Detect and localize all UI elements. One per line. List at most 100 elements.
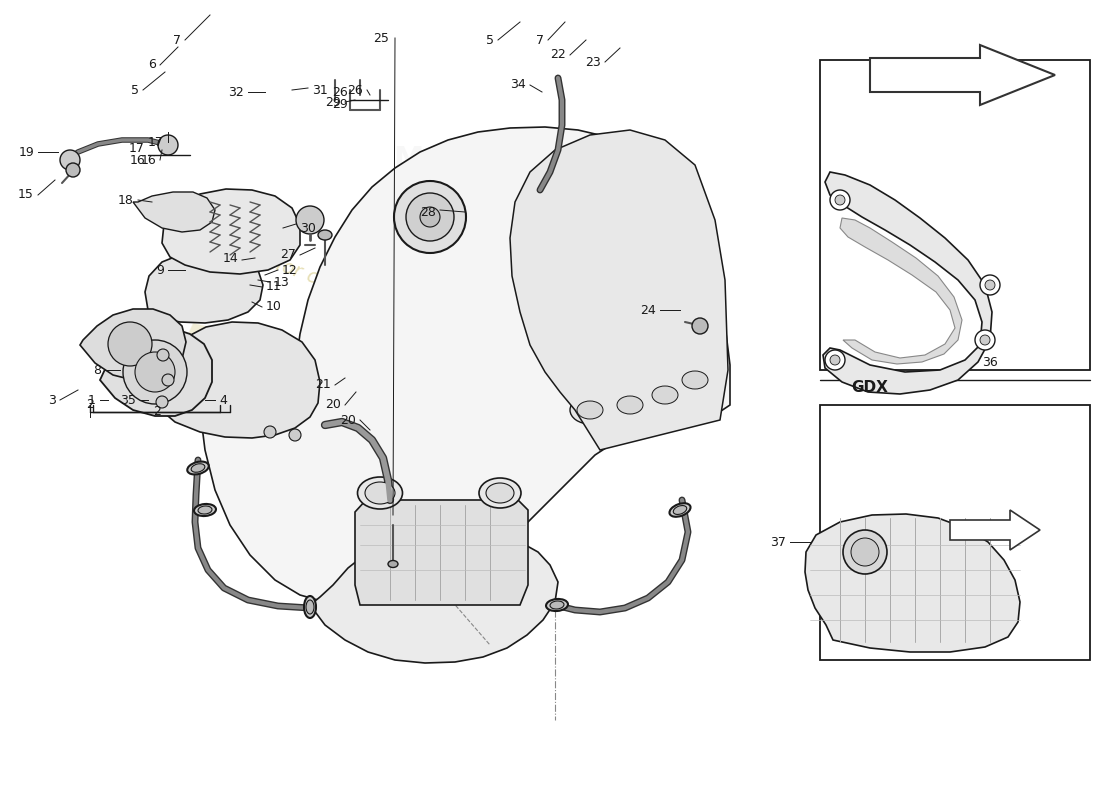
Polygon shape	[950, 510, 1040, 550]
Bar	[820, 60, 1090, 370]
Polygon shape	[870, 45, 1055, 105]
Text: 18: 18	[118, 194, 134, 206]
Polygon shape	[145, 251, 263, 323]
Ellipse shape	[191, 464, 205, 472]
Ellipse shape	[478, 478, 521, 508]
Text: 16: 16	[130, 154, 145, 166]
Text: 7: 7	[536, 34, 544, 46]
Text: 30: 30	[300, 222, 316, 234]
Ellipse shape	[617, 396, 643, 414]
Ellipse shape	[675, 366, 715, 394]
Text: 13: 13	[274, 275, 289, 289]
Text: 3: 3	[48, 394, 56, 406]
Text: 17: 17	[148, 135, 164, 149]
Text: 32: 32	[229, 86, 244, 98]
Ellipse shape	[365, 482, 395, 504]
Polygon shape	[805, 514, 1020, 652]
Ellipse shape	[486, 483, 514, 503]
Circle shape	[289, 429, 301, 441]
Circle shape	[162, 374, 174, 386]
Text: 17: 17	[129, 142, 145, 154]
Text: GDX: GDX	[851, 380, 889, 395]
Text: 5: 5	[131, 83, 139, 97]
Text: 26: 26	[332, 86, 348, 99]
Text: 2: 2	[153, 405, 161, 418]
Text: 22: 22	[550, 49, 566, 62]
Ellipse shape	[550, 601, 564, 609]
Circle shape	[66, 163, 80, 177]
Text: 27: 27	[280, 249, 296, 262]
Circle shape	[420, 207, 440, 227]
Ellipse shape	[194, 504, 216, 516]
Ellipse shape	[546, 599, 568, 611]
Text: 9: 9	[156, 263, 164, 277]
Polygon shape	[823, 172, 992, 394]
Circle shape	[980, 335, 990, 345]
Circle shape	[406, 193, 454, 241]
Text: a passion for cars. since 1984: a passion for cars. since 1984	[179, 222, 460, 338]
Text: 37: 37	[770, 535, 786, 549]
Circle shape	[156, 396, 168, 408]
Circle shape	[843, 530, 887, 574]
Text: 20: 20	[340, 414, 356, 426]
Text: 11: 11	[266, 281, 282, 294]
Ellipse shape	[673, 506, 686, 514]
Text: 34: 34	[510, 78, 526, 91]
Polygon shape	[310, 532, 558, 663]
Circle shape	[60, 150, 80, 170]
Circle shape	[108, 322, 152, 366]
Circle shape	[135, 352, 175, 392]
Text: 16: 16	[141, 154, 156, 166]
Circle shape	[830, 355, 840, 365]
Ellipse shape	[358, 477, 403, 509]
Text: 4: 4	[219, 394, 227, 406]
Text: 2: 2	[86, 398, 94, 411]
Text: 24: 24	[640, 303, 656, 317]
Ellipse shape	[306, 600, 313, 614]
Circle shape	[825, 350, 845, 370]
Text: 12: 12	[282, 263, 298, 277]
Circle shape	[984, 280, 996, 290]
Circle shape	[296, 206, 324, 234]
Polygon shape	[355, 500, 528, 605]
Bar	[820, 405, 1090, 660]
Text: 6: 6	[148, 58, 156, 71]
Ellipse shape	[682, 371, 708, 389]
Text: 20: 20	[326, 398, 341, 411]
Polygon shape	[840, 218, 962, 364]
Circle shape	[835, 195, 845, 205]
Text: 35: 35	[120, 394, 136, 406]
Ellipse shape	[570, 396, 611, 424]
Polygon shape	[162, 189, 300, 274]
Text: 7: 7	[173, 34, 182, 46]
Text: 8: 8	[94, 363, 101, 377]
Text: 29: 29	[326, 95, 341, 109]
Ellipse shape	[610, 391, 650, 419]
Circle shape	[264, 426, 276, 438]
Text: 14: 14	[222, 251, 238, 265]
Ellipse shape	[304, 596, 316, 618]
Text: 28: 28	[420, 206, 436, 218]
Text: 25: 25	[373, 31, 389, 45]
Polygon shape	[80, 309, 186, 380]
Text: 1984: 1984	[138, 316, 463, 544]
Ellipse shape	[187, 462, 209, 474]
Polygon shape	[133, 192, 214, 232]
Ellipse shape	[388, 561, 398, 567]
Text: 5: 5	[486, 34, 494, 46]
Ellipse shape	[652, 386, 678, 404]
Text: MASERATI: MASERATI	[393, 146, 566, 174]
Ellipse shape	[578, 401, 603, 419]
Text: 36: 36	[982, 355, 998, 369]
Circle shape	[980, 275, 1000, 295]
Polygon shape	[200, 127, 730, 605]
Text: 23: 23	[585, 55, 601, 69]
Ellipse shape	[645, 381, 685, 409]
Circle shape	[851, 538, 879, 566]
Circle shape	[157, 349, 169, 361]
Polygon shape	[155, 322, 320, 438]
Text: 1: 1	[88, 394, 96, 406]
Text: 19: 19	[19, 146, 34, 158]
Circle shape	[692, 318, 708, 334]
Text: 15: 15	[18, 189, 34, 202]
